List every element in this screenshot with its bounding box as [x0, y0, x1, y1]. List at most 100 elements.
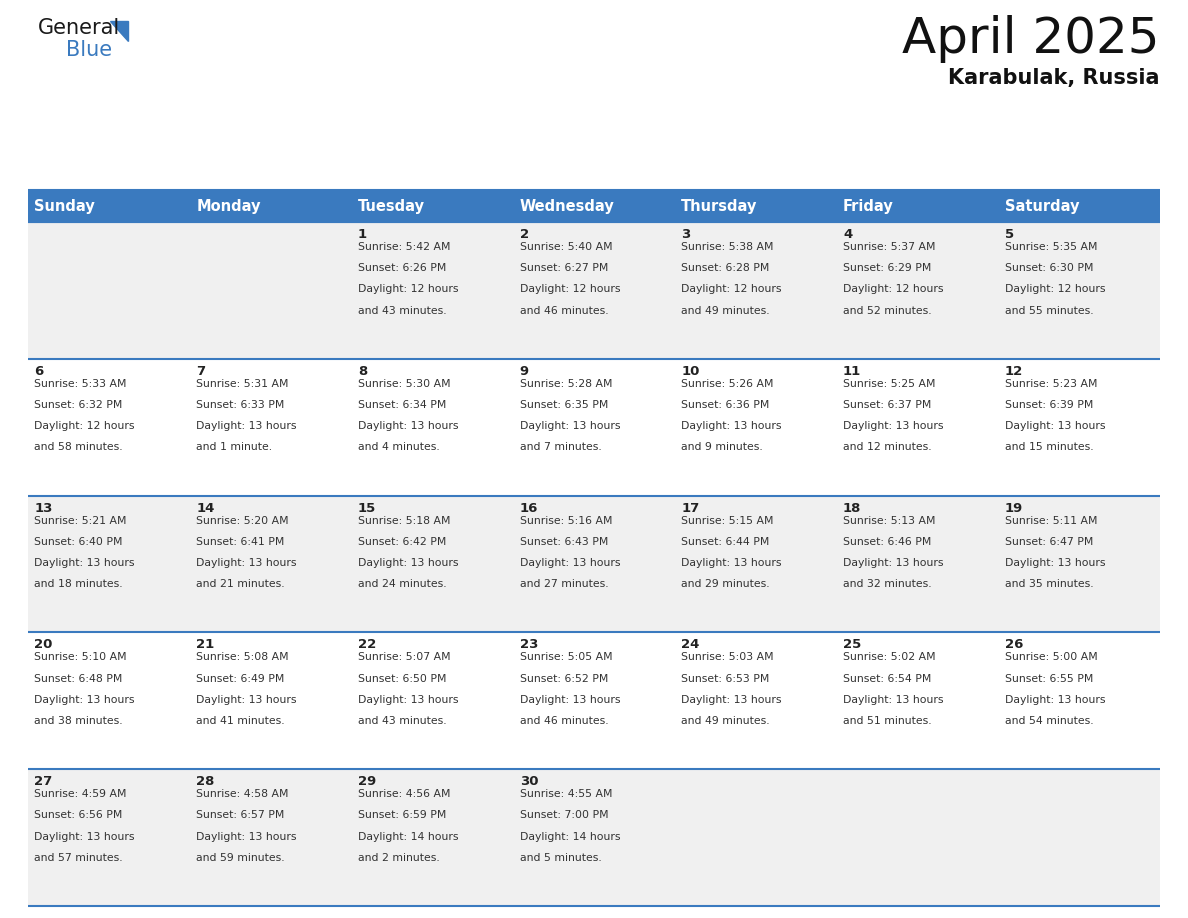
Text: 16: 16	[519, 501, 538, 515]
Text: Daylight: 12 hours: Daylight: 12 hours	[682, 285, 782, 295]
Text: and 35 minutes.: and 35 minutes.	[1005, 579, 1093, 589]
Text: Daylight: 13 hours: Daylight: 13 hours	[843, 558, 943, 568]
Text: Sunrise: 5:08 AM: Sunrise: 5:08 AM	[196, 653, 289, 663]
Text: and 15 minutes.: and 15 minutes.	[1005, 442, 1093, 453]
Text: Sunset: 6:28 PM: Sunset: 6:28 PM	[682, 263, 770, 274]
Text: April 2025: April 2025	[903, 15, 1159, 63]
Text: and 52 minutes.: and 52 minutes.	[843, 306, 931, 316]
Text: Daylight: 13 hours: Daylight: 13 hours	[196, 832, 297, 842]
Text: 25: 25	[843, 638, 861, 652]
Text: and 43 minutes.: and 43 minutes.	[358, 306, 447, 316]
Text: Sunset: 6:39 PM: Sunset: 6:39 PM	[1005, 400, 1093, 410]
Text: Sunrise: 5:10 AM: Sunrise: 5:10 AM	[34, 653, 127, 663]
Text: and 55 minutes.: and 55 minutes.	[1005, 306, 1093, 316]
Text: 4: 4	[843, 228, 852, 241]
Text: Daylight: 13 hours: Daylight: 13 hours	[196, 421, 297, 431]
Text: 23: 23	[519, 638, 538, 652]
Text: Daylight: 13 hours: Daylight: 13 hours	[682, 695, 782, 705]
Text: and 5 minutes.: and 5 minutes.	[519, 853, 601, 863]
Text: Sunset: 6:50 PM: Sunset: 6:50 PM	[358, 674, 447, 684]
Text: Sunrise: 4:56 AM: Sunrise: 4:56 AM	[358, 789, 450, 800]
Text: 1: 1	[358, 228, 367, 241]
Text: and 29 minutes.: and 29 minutes.	[682, 579, 770, 589]
Text: Sunset: 6:43 PM: Sunset: 6:43 PM	[519, 537, 608, 547]
Text: Sunset: 6:44 PM: Sunset: 6:44 PM	[682, 537, 770, 547]
Text: Sunset: 6:47 PM: Sunset: 6:47 PM	[1005, 537, 1093, 547]
Text: 26: 26	[1005, 638, 1023, 652]
Text: Sunset: 6:27 PM: Sunset: 6:27 PM	[519, 263, 608, 274]
Text: Daylight: 12 hours: Daylight: 12 hours	[1005, 285, 1105, 295]
Text: and 57 minutes.: and 57 minutes.	[34, 853, 124, 863]
Text: Sunset: 6:54 PM: Sunset: 6:54 PM	[843, 674, 931, 684]
Text: Daylight: 14 hours: Daylight: 14 hours	[358, 832, 459, 842]
Text: 21: 21	[196, 638, 214, 652]
Text: Daylight: 13 hours: Daylight: 13 hours	[843, 695, 943, 705]
Text: and 9 minutes.: and 9 minutes.	[682, 442, 763, 453]
Text: Sunset: 6:29 PM: Sunset: 6:29 PM	[843, 263, 931, 274]
Text: Sunrise: 5:16 AM: Sunrise: 5:16 AM	[519, 516, 612, 526]
Text: 5: 5	[1005, 228, 1013, 241]
Text: Sunset: 6:57 PM: Sunset: 6:57 PM	[196, 811, 285, 821]
Bar	[29, 190, 1159, 222]
Text: 7: 7	[196, 364, 206, 378]
Bar	[29, 222, 1159, 359]
Text: Daylight: 13 hours: Daylight: 13 hours	[34, 832, 135, 842]
Text: Sunset: 6:46 PM: Sunset: 6:46 PM	[843, 537, 931, 547]
Text: Sunset: 6:35 PM: Sunset: 6:35 PM	[519, 400, 608, 410]
Text: Sunrise: 5:25 AM: Sunrise: 5:25 AM	[843, 379, 935, 389]
Text: Wednesday: Wednesday	[519, 198, 614, 214]
Text: and 24 minutes.: and 24 minutes.	[358, 579, 447, 589]
Text: Daylight: 13 hours: Daylight: 13 hours	[358, 558, 459, 568]
Text: Sunrise: 5:07 AM: Sunrise: 5:07 AM	[358, 653, 450, 663]
Text: 20: 20	[34, 638, 52, 652]
Text: Monday: Monday	[196, 198, 260, 214]
Text: Sunset: 7:00 PM: Sunset: 7:00 PM	[519, 811, 608, 821]
Text: Sunset: 6:40 PM: Sunset: 6:40 PM	[34, 537, 124, 547]
Text: and 49 minutes.: and 49 minutes.	[682, 306, 770, 316]
Text: and 54 minutes.: and 54 minutes.	[1005, 716, 1093, 726]
Text: 10: 10	[682, 364, 700, 378]
Text: Karabulak, Russia: Karabulak, Russia	[948, 68, 1159, 88]
Text: Daylight: 13 hours: Daylight: 13 hours	[1005, 695, 1105, 705]
Text: and 4 minutes.: and 4 minutes.	[358, 442, 440, 453]
Text: Daylight: 13 hours: Daylight: 13 hours	[519, 695, 620, 705]
Text: 11: 11	[843, 364, 861, 378]
Text: Sunrise: 5:02 AM: Sunrise: 5:02 AM	[843, 653, 936, 663]
Text: Daylight: 13 hours: Daylight: 13 hours	[1005, 421, 1105, 431]
Text: Sunrise: 5:38 AM: Sunrise: 5:38 AM	[682, 242, 773, 252]
Text: 19: 19	[1005, 501, 1023, 515]
Text: 29: 29	[358, 775, 377, 789]
Text: Sunrise: 5:40 AM: Sunrise: 5:40 AM	[519, 242, 612, 252]
Text: and 38 minutes.: and 38 minutes.	[34, 716, 124, 726]
Text: Sunrise: 5:30 AM: Sunrise: 5:30 AM	[358, 379, 450, 389]
Text: Sunset: 6:34 PM: Sunset: 6:34 PM	[358, 400, 447, 410]
Text: and 46 minutes.: and 46 minutes.	[519, 716, 608, 726]
Polygon shape	[110, 21, 128, 41]
Text: and 12 minutes.: and 12 minutes.	[843, 442, 931, 453]
Text: Daylight: 13 hours: Daylight: 13 hours	[519, 558, 620, 568]
Text: Sunset: 6:42 PM: Sunset: 6:42 PM	[358, 537, 447, 547]
Text: Sunset: 6:52 PM: Sunset: 6:52 PM	[519, 674, 608, 684]
Bar	[29, 359, 1159, 496]
Text: Thursday: Thursday	[682, 198, 758, 214]
Text: Daylight: 13 hours: Daylight: 13 hours	[358, 695, 459, 705]
Text: Daylight: 13 hours: Daylight: 13 hours	[519, 421, 620, 431]
Text: and 32 minutes.: and 32 minutes.	[843, 579, 931, 589]
Text: Sunday: Sunday	[34, 198, 95, 214]
Text: Sunrise: 5:18 AM: Sunrise: 5:18 AM	[358, 516, 450, 526]
Text: Daylight: 12 hours: Daylight: 12 hours	[843, 285, 943, 295]
Text: Sunset: 6:56 PM: Sunset: 6:56 PM	[34, 811, 122, 821]
Text: and 7 minutes.: and 7 minutes.	[519, 442, 601, 453]
Text: 9: 9	[519, 364, 529, 378]
Text: Sunrise: 5:20 AM: Sunrise: 5:20 AM	[196, 516, 289, 526]
Text: and 18 minutes.: and 18 minutes.	[34, 579, 124, 589]
Text: and 2 minutes.: and 2 minutes.	[358, 853, 440, 863]
Text: Sunrise: 5:05 AM: Sunrise: 5:05 AM	[519, 653, 612, 663]
Text: Sunset: 6:37 PM: Sunset: 6:37 PM	[843, 400, 931, 410]
Text: Sunset: 6:26 PM: Sunset: 6:26 PM	[358, 263, 447, 274]
Text: and 41 minutes.: and 41 minutes.	[196, 716, 285, 726]
Text: Sunrise: 5:31 AM: Sunrise: 5:31 AM	[196, 379, 289, 389]
Text: and 49 minutes.: and 49 minutes.	[682, 716, 770, 726]
Text: Tuesday: Tuesday	[358, 198, 425, 214]
Text: 30: 30	[519, 775, 538, 789]
